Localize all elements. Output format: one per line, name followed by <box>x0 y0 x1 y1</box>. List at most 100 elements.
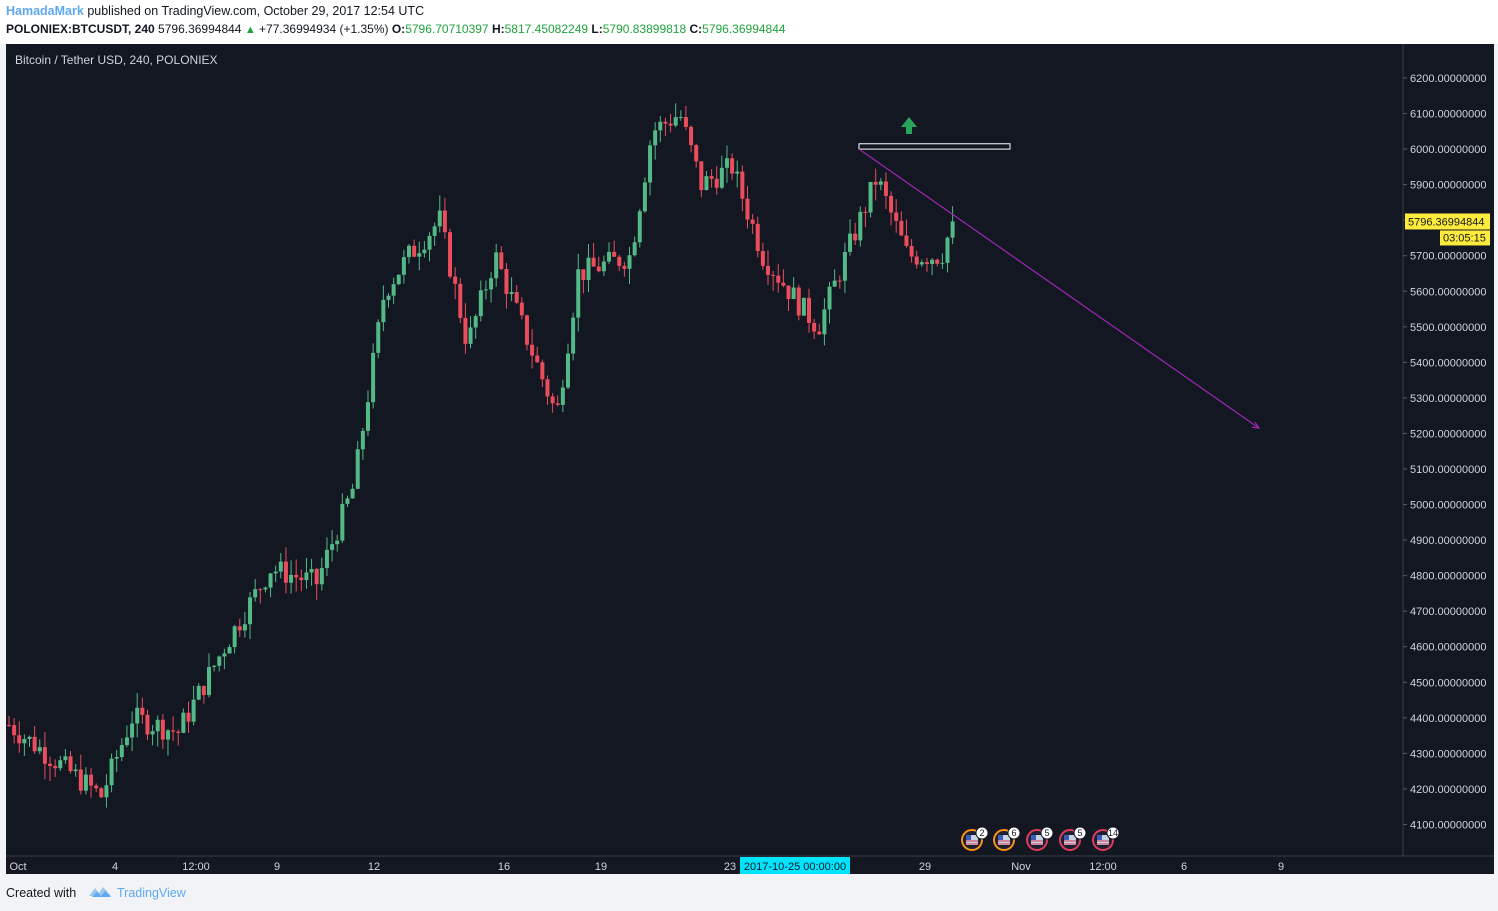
candle-body <box>632 242 637 256</box>
us-event-flag-icon[interactable]: 6 <box>993 826 1021 851</box>
footer: Created with TradingView <box>0 874 1498 911</box>
price-tick-label: 5000.00000000 <box>1410 500 1486 512</box>
candle-body <box>458 283 463 318</box>
candle-body <box>12 725 17 736</box>
candle-body <box>704 176 709 191</box>
header: HamadaMark published on TradingView.com,… <box>0 0 1498 44</box>
candle-body <box>791 287 796 300</box>
candle-body <box>150 731 155 735</box>
price-tick-label: 5300.00000000 <box>1410 393 1486 405</box>
author-link[interactable]: HamadaMark <box>6 4 84 18</box>
us-event-flag-icon[interactable]: 2 <box>961 826 989 851</box>
candle-body <box>745 198 750 220</box>
candle-body <box>319 568 324 585</box>
high-value: 5817.45082249 <box>504 22 589 36</box>
candle-body <box>719 167 724 188</box>
candle-body <box>822 309 827 335</box>
candle-body <box>299 577 304 581</box>
candle-body <box>648 145 653 183</box>
last-price: 5796.36994844 <box>158 22 242 36</box>
candle-body <box>442 210 447 233</box>
candle-body <box>878 181 883 185</box>
candle-body <box>124 737 129 746</box>
candle-body <box>48 763 53 766</box>
candle-body <box>478 290 483 317</box>
event-flag-count: 14 <box>1108 828 1118 838</box>
candle-body <box>642 182 647 212</box>
candle-body <box>571 317 576 354</box>
tradingview-link[interactable]: TradingView <box>117 886 186 900</box>
candle-body <box>314 568 319 585</box>
candle-body <box>750 219 755 224</box>
candle-body <box>853 233 858 241</box>
candle-body <box>263 587 268 590</box>
candle-body <box>627 255 632 269</box>
candle-body <box>899 220 904 236</box>
candle-body <box>673 117 678 126</box>
candle-body <box>432 226 437 236</box>
bearish-trendline <box>858 148 1260 429</box>
price-tick-label: 5600.00000000 <box>1410 286 1486 298</box>
candle-body <box>678 117 683 119</box>
price-tick-label: 5200.00000000 <box>1410 428 1486 440</box>
candle-body <box>448 232 453 277</box>
price-axis: 6200.00000000 6100.00000000 6000.00000000 5… <box>1403 73 1490 831</box>
candle-body <box>950 221 955 238</box>
price-tick-label: 5400.00000000 <box>1410 357 1486 369</box>
target-up-arrow-icon <box>901 117 917 134</box>
candle-body <box>391 284 396 296</box>
candle-body <box>555 403 560 405</box>
candle-body <box>622 265 627 269</box>
us-event-flag-icon[interactable]: 14 <box>1092 826 1120 851</box>
time-tick-label: 12:00 <box>1089 861 1117 873</box>
candle-body <box>248 597 253 625</box>
price-tick-label: 4300.00000000 <box>1410 748 1486 760</box>
candle-body <box>422 249 427 254</box>
candle-body <box>868 181 873 213</box>
candle-body <box>473 316 478 328</box>
price-tick-label: 4600.00000000 <box>1410 642 1486 654</box>
close-label: C: <box>689 22 703 36</box>
tradingview-logo-icon[interactable] <box>88 884 112 900</box>
candle-body <box>468 327 473 344</box>
candle-body <box>237 626 242 631</box>
candle-body <box>227 647 232 654</box>
candle-body <box>617 256 622 266</box>
candle-body <box>509 292 514 294</box>
us-event-flag-icon[interactable]: 5 <box>1059 826 1087 851</box>
candle-body <box>381 299 386 323</box>
candle-body <box>463 317 468 344</box>
change-value: +77.36994934 (+1.35%) <box>259 22 389 36</box>
candle-body <box>289 574 294 583</box>
time-tick-label: 9 <box>274 861 280 873</box>
candle-body <box>760 251 765 266</box>
candle-body <box>858 211 863 241</box>
created-with-label: Created with <box>6 886 77 900</box>
candle-body <box>540 362 545 380</box>
candle-body <box>427 235 432 250</box>
price-tick-label: 4700.00000000 <box>1410 606 1486 618</box>
chart-title: Bitcoin / Tether USD, 240, POLONIEX <box>15 53 218 67</box>
candlestick-chart[interactable]: 6200.00000000 6100.00000000 6000.00000000 5… <box>6 44 1494 874</box>
candle-body <box>17 735 22 744</box>
candle-body <box>607 251 612 262</box>
candle-body <box>386 295 391 300</box>
chart-area[interactable]: 6200.00000000 6100.00000000 6000.00000000 5… <box>6 44 1494 874</box>
symbol-label: POLONIEX:BTCUSDT, 240 <box>6 22 155 36</box>
candle-body <box>222 653 227 657</box>
candle-body <box>37 747 42 752</box>
candle-body <box>32 736 37 752</box>
us-event-flag-icon[interactable]: 5 <box>1026 826 1054 851</box>
candle-body <box>417 253 422 257</box>
candle-body <box>483 289 488 291</box>
candle-body <box>437 210 442 227</box>
candle-body <box>786 285 791 300</box>
candle-body <box>58 760 63 769</box>
candle-body <box>801 297 806 316</box>
price-tick-label: 6200.00000000 <box>1410 73 1486 85</box>
candle-body <box>576 269 581 318</box>
candle-body <box>89 774 94 786</box>
candle-body <box>309 568 314 573</box>
candle-body <box>596 266 601 272</box>
candle-body <box>586 257 591 281</box>
